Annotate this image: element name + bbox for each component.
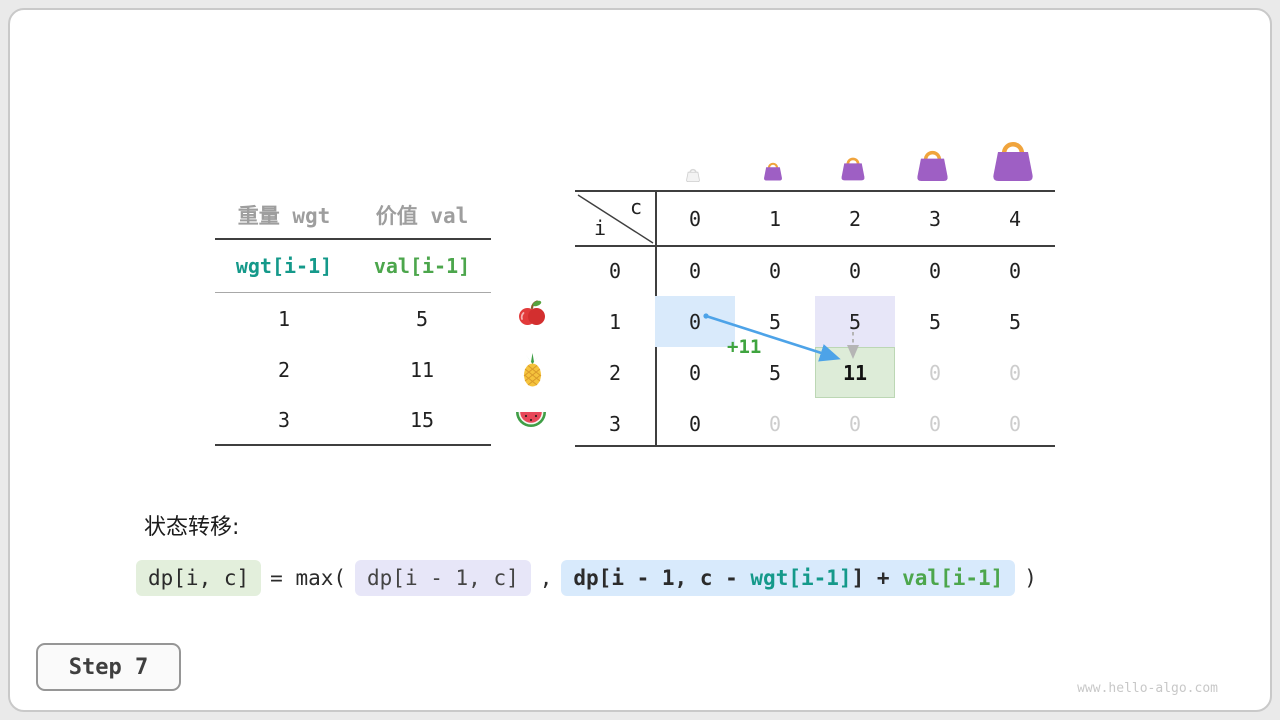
dp-cell-1-2-highlighted-source: 5 — [815, 296, 895, 347]
col-header-0: 0 — [688, 206, 702, 231]
apple-icon — [517, 298, 547, 332]
col-header-4: 4 — [1008, 206, 1022, 231]
dp-cell-2-3: 0 — [928, 360, 942, 385]
bag-icon-medium — [839, 154, 867, 185]
items-table-formula-row: wgt[i-1] val[i-1] — [215, 240, 491, 293]
items-table-row-3: 3 15 — [215, 395, 491, 446]
dp-cell-0-4: 0 — [1008, 258, 1022, 283]
items-table-header-weight: 重量 wgt — [237, 204, 331, 228]
item-3-value: 15 — [409, 407, 435, 432]
watermark: www.hello-algo.com — [1077, 681, 1218, 696]
formula-equals-max: = max( — [270, 566, 347, 590]
item-3-weight: 3 — [277, 407, 291, 432]
dp-cell-3-1: 0 — [768, 411, 782, 436]
col-header-2: 2 — [848, 206, 862, 231]
col-header-3: 3 — [928, 206, 942, 231]
step-badge[interactable]: Step 7 — [36, 643, 181, 691]
row-header-2: 2 — [608, 360, 622, 385]
formula-arg2-val-token: val[i-1] — [902, 566, 1004, 590]
formula-lhs-chip: dp[i, c] — [136, 560, 262, 596]
dp-cell-2-0: 0 — [688, 360, 702, 385]
row-header-3: 3 — [608, 411, 622, 436]
dp-cell-1-0-highlighted-source: 0 — [655, 296, 735, 347]
dp-cell-0-3: 0 — [928, 258, 942, 283]
items-table-row-1: 1 5 — [215, 293, 491, 344]
formula-arg2-part1: dp[i - 1, c - — [573, 566, 751, 590]
formula-arg2-chip: dp[i - 1, c - wgt[i-1]] + val[i-1] — [561, 560, 1016, 596]
row-header-1: 1 — [608, 309, 622, 334]
item-1-weight: 1 — [277, 306, 291, 331]
dp-cell-0-0: 0 — [688, 258, 702, 283]
transition-heading: 状态转移: — [144, 515, 240, 540]
item-2-weight: 2 — [277, 357, 291, 382]
item-2-value: 11 — [409, 357, 435, 382]
transition-formula: dp[i, c] = max( dp[i - 1, c] , dp[i - 1,… — [136, 560, 1037, 596]
dp-cell-3-0: 0 — [688, 411, 702, 436]
bag-icon-large — [914, 146, 951, 186]
bag-icon-small — [762, 160, 784, 185]
items-table-header-value: 价值 val — [375, 204, 469, 228]
wgt-formula-label: wgt[i-1] — [235, 254, 333, 278]
items-table-row-2: 2 11 — [215, 344, 491, 395]
dp-cell-3-3: 0 — [928, 411, 942, 436]
dp-cell-2-4: 0 — [1008, 360, 1022, 385]
bag-ghost-icon — [685, 167, 701, 186]
bag-icon-xlarge — [989, 136, 1037, 186]
val-formula-label: val[i-1] — [373, 254, 471, 278]
dp-cell-1-4: 5 — [1008, 309, 1022, 334]
items-table: 重量 wgt 价值 val wgt[i-1] val[i-1] 1 5 2 11… — [215, 192, 491, 446]
dp-cell-2-2-current: 11 — [815, 347, 895, 398]
formula-arg2-part3: ] + — [851, 566, 903, 590]
corner-diagonal — [577, 194, 654, 244]
formula-comma: , — [539, 566, 553, 590]
dp-table: c i 0 1 2 3 4 0 1 2 3 0 0 0 0 0 0 5 5 5 … — [575, 190, 1055, 447]
arrow-value-label: +11 — [727, 336, 762, 358]
col-header-1: 1 — [768, 206, 782, 231]
dp-cell-0-1: 0 — [768, 258, 782, 283]
corner-row-label: i — [593, 216, 607, 240]
item-1-value: 5 — [415, 306, 429, 331]
corner-col-label: c — [629, 195, 643, 219]
dp-cell-0-2: 0 — [848, 258, 862, 283]
pineapple-icon — [519, 353, 546, 392]
dp-cell-3-2: 0 — [848, 411, 862, 436]
items-table-header: 重量 wgt 价值 val — [215, 192, 491, 240]
dp-cell-2-1: 5 — [768, 360, 782, 385]
dp-table-header-rule — [575, 245, 1055, 247]
formula-close-paren: ) — [1024, 566, 1037, 590]
step-badge-label: Step 7 — [68, 654, 149, 680]
dp-cell-1-3: 5 — [928, 309, 942, 334]
watermelon-icon — [515, 410, 547, 434]
formula-arg1-chip: dp[i - 1, c] — [355, 560, 531, 596]
dp-cell-3-4: 0 — [1008, 411, 1022, 436]
formula-arg2-wgt-token: wgt[i-1] — [750, 566, 852, 590]
row-header-0: 0 — [608, 258, 622, 283]
